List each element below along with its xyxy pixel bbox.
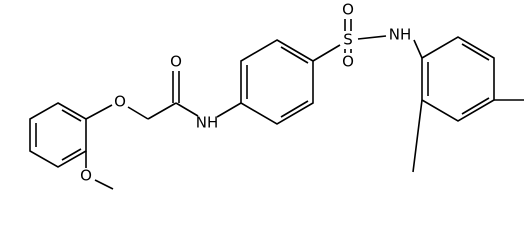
atom-label: O xyxy=(170,53,182,71)
bonds xyxy=(29,19,524,190)
double-bond xyxy=(61,148,82,161)
bond xyxy=(357,35,387,40)
double-bond xyxy=(280,46,309,64)
bond xyxy=(312,44,341,62)
ring xyxy=(29,102,87,168)
double-bond xyxy=(280,100,309,118)
double-bond xyxy=(461,43,490,61)
ring xyxy=(240,39,314,125)
bond xyxy=(85,104,113,120)
atom-label: NH xyxy=(196,114,219,132)
bond xyxy=(413,39,423,59)
bond xyxy=(94,179,114,190)
atom-label: O xyxy=(342,1,354,19)
bond xyxy=(216,102,242,118)
ring xyxy=(421,36,495,122)
bond xyxy=(175,102,199,117)
methyl xyxy=(412,99,423,173)
bond xyxy=(147,102,177,120)
atom-label: O xyxy=(80,167,92,185)
bond xyxy=(127,106,149,120)
atom-label: O xyxy=(114,93,126,111)
atom-label: S xyxy=(343,31,353,49)
atom-label: NH xyxy=(389,26,412,44)
molecule-diagram: O O O NH S O O NH xyxy=(29,1,524,190)
atom-label: O xyxy=(342,53,354,71)
double-bond xyxy=(61,109,82,122)
double-bond xyxy=(461,97,490,115)
